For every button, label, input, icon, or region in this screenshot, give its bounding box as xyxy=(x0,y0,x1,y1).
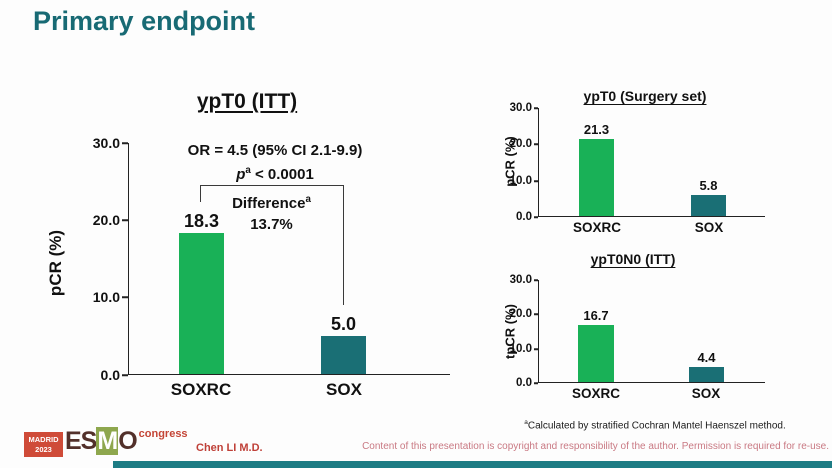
difference-value: 13.7% xyxy=(250,216,293,233)
y-tickmark xyxy=(534,348,538,350)
p-value: < 0.0001 xyxy=(250,166,314,183)
chart-ypt0-itt: ypT0 (ITT) OR = 4.5 (95% CI 2.1-9.9) pa … xyxy=(40,85,460,420)
chart-ypt0-surgery-set: ypT0 (Surgery set) 30.0 20.0 10.0 0.0 pC… xyxy=(490,85,800,245)
chart-ypt0n0-itt: ypT0N0 (ITT) 30.0 20.0 10.0 0.0 tpCR (%)… xyxy=(490,248,800,420)
copyright-notice: Content of this presentation is copyrigh… xyxy=(362,441,829,452)
chart-title: ypT0N0 (ITT) xyxy=(590,251,676,267)
odds-ratio-text: OR = 4.5 (95% CI 2.1-9.9) xyxy=(187,142,363,159)
y-tick-0: 0.0 xyxy=(516,211,532,223)
y-tick-20: 20.0 xyxy=(92,212,120,228)
page-title: Primary endpoint xyxy=(33,6,256,36)
esmo-wordmark: ESMO xyxy=(65,427,138,455)
difference-annotation: Differencea 13.7% xyxy=(200,189,343,235)
y-tick-30: 30.0 xyxy=(92,135,120,151)
x-label-soxrc: SOXRC xyxy=(572,220,621,235)
comparison-bracket-top xyxy=(200,185,343,186)
bar-soxrc: 21.3 xyxy=(579,122,614,216)
bar-value-sox: 5.0 xyxy=(330,313,357,334)
logo-location-badge: MADRID 2023 xyxy=(24,432,63,457)
y-axis-label: tpCR (%) xyxy=(502,304,518,359)
p-value-text: pa < 0.0001 xyxy=(130,165,420,183)
p-symbol: p xyxy=(236,166,246,183)
footnote-text: Calculated by stratified Cochran Mantel … xyxy=(527,420,786,432)
bar-soxrc: 16.7 xyxy=(578,308,614,382)
logo-congress-label: congress xyxy=(138,428,188,440)
y-tick-10: 10.0 xyxy=(509,343,532,355)
x-label-sox: SOX xyxy=(694,220,724,235)
x-label-soxrc: SOXRC xyxy=(170,380,232,399)
bar-value-sox: 4.4 xyxy=(697,350,716,366)
bar-value-soxrc: 21.3 xyxy=(583,122,610,138)
y-tick-0: 0.0 xyxy=(100,367,120,383)
chart-title: ypT0 (ITT) xyxy=(196,90,298,113)
y-tickmark xyxy=(534,107,538,109)
bar-sox: 5.8 xyxy=(691,178,726,216)
y-tick-10: 10.0 xyxy=(509,175,532,187)
difference-label: Differencea xyxy=(232,194,311,212)
y-tickmark xyxy=(122,219,128,221)
y-tick-20: 20.0 xyxy=(509,308,532,320)
p-superscript: a xyxy=(245,165,251,176)
comparison-bracket-left-arm xyxy=(200,185,201,202)
chart-title: ypT0 (Surgery set) xyxy=(583,88,707,104)
x-label-sox: SOX xyxy=(691,386,721,401)
plot-area: 16.7 4.4 SOXRC SOX xyxy=(538,280,765,401)
y-tickmark xyxy=(122,142,128,144)
footer-accent-strip xyxy=(113,461,832,468)
y-tickmark xyxy=(534,313,538,315)
logo-year: 2023 xyxy=(35,445,52,455)
y-tick-0: 0.0 xyxy=(516,377,532,389)
y-tickmark xyxy=(122,296,128,298)
bar-soxrc: 18.3 xyxy=(179,211,224,374)
y-axis-label: pCR (%) xyxy=(502,136,518,187)
y-tickmark xyxy=(534,216,538,218)
bar-value-soxrc: 18.3 xyxy=(183,211,220,232)
footnote: aCalculated by stratified Cochran Mantel… xyxy=(490,419,820,431)
plot-area: 18.3 5.0 SOXRC SOX xyxy=(128,143,450,399)
y-tickmark xyxy=(122,374,128,376)
bar-sox: 5.0 xyxy=(321,314,366,374)
y-tickmark xyxy=(534,143,538,145)
x-label-sox: SOX xyxy=(326,380,362,399)
esmo-congress-logo: MADRID 2023 ESMO congress xyxy=(24,427,188,457)
presenter-name: Chen LI M.D. xyxy=(196,442,263,454)
x-label-soxrc: SOXRC xyxy=(571,386,620,401)
y-tick-20: 20.0 xyxy=(509,138,532,150)
y-tick-30: 30.0 xyxy=(509,274,532,286)
y-tickmark xyxy=(534,382,538,384)
bar-value-sox: 5.8 xyxy=(699,178,718,194)
y-tickmark xyxy=(534,279,538,281)
y-tick-30: 30.0 xyxy=(509,102,532,114)
bar-value-soxrc: 16.7 xyxy=(583,308,609,324)
comparison-bracket-right-arm xyxy=(343,185,344,305)
footnote-superscript: a xyxy=(524,419,528,426)
bar-sox: 4.4 xyxy=(689,350,724,382)
plot-area: 21.3 5.8 SOXRC SOX xyxy=(538,108,765,235)
y-axis-label: pCR (%) xyxy=(46,229,65,297)
y-tick-10: 10.0 xyxy=(92,289,120,305)
logo-city: MADRID xyxy=(28,435,59,444)
y-tickmark xyxy=(534,180,538,182)
